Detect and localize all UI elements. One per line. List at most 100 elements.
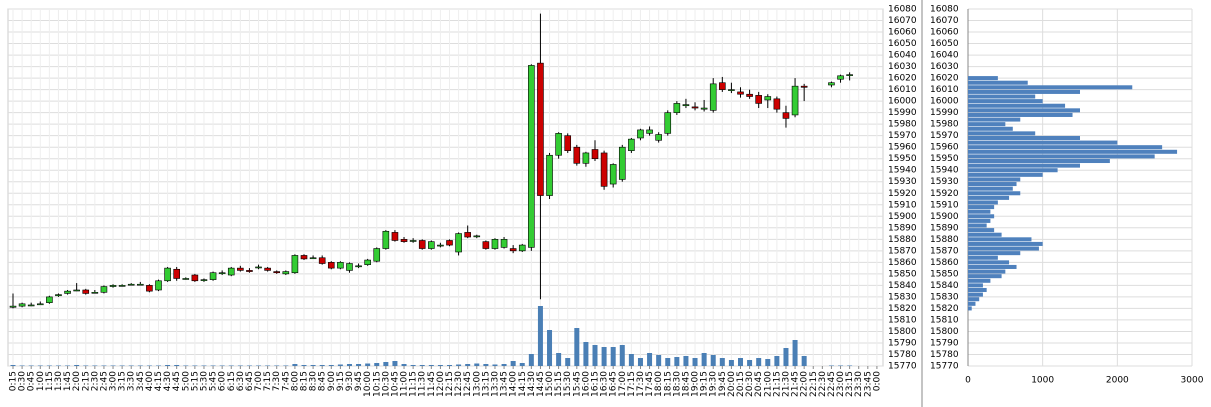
candle-up (646, 129, 653, 134)
profile-bar (968, 172, 1043, 177)
y-tick-label: 15950 (930, 154, 959, 164)
candle-up (337, 262, 344, 269)
candle-up (618, 146, 626, 180)
candle-up (36, 303, 44, 306)
volume-bar (401, 364, 407, 366)
profile-bar (968, 186, 1013, 191)
x-tick-label: 3:00 (109, 371, 119, 391)
volume-bar (647, 353, 653, 366)
candle-up (518, 244, 526, 252)
candle-down (400, 239, 408, 242)
volume-bar (201, 365, 207, 366)
candle-up (218, 272, 226, 275)
x-tick-label: 12:15 (445, 371, 455, 397)
x-tick-label: 15:15 (554, 371, 564, 397)
volume-bar (356, 364, 362, 366)
candle-up (664, 112, 672, 134)
profile-bar (968, 246, 1039, 251)
volume-bar (783, 348, 789, 366)
candle-up (628, 138, 635, 151)
x-tick-label: 12:00 (436, 371, 446, 397)
candle-up (118, 285, 126, 287)
y-tick-label: 15880 (888, 235, 917, 245)
candle-up (164, 267, 171, 282)
y-tick-label: 15820 (888, 304, 917, 314)
x-tick-label: 17:00 (618, 371, 628, 397)
y-tick-label: 16020 (888, 74, 917, 84)
candle-down (591, 149, 599, 160)
x-tick-label: 0:00 (872, 371, 882, 391)
candle-down (573, 146, 581, 164)
x-tick-label: 19:00 (691, 371, 701, 397)
candle-up (309, 257, 317, 260)
y-tick-label: 15910 (930, 200, 959, 210)
volume-bar (519, 363, 525, 366)
volume-bar (346, 364, 352, 366)
volume-bar (801, 356, 807, 366)
y-tick-label: 15940 (930, 166, 959, 176)
volume-bar (847, 365, 853, 366)
volume-bar (792, 340, 798, 366)
profile-bar (968, 145, 1163, 150)
candle-down (191, 274, 199, 282)
x-tick-label: 14:00 (509, 371, 519, 397)
y-tick-label: 15930 (888, 177, 917, 187)
x-tick-label: 22:15 (809, 371, 819, 397)
profile-bar (968, 195, 1010, 200)
y-tick-label: 16070 (930, 16, 959, 26)
profile-bar (968, 292, 983, 297)
x-tick-label: 2:15 (81, 371, 91, 391)
volume-bar (437, 365, 443, 366)
y-tick-label: 15950 (888, 154, 917, 164)
x-tick-label: 4:00 (145, 371, 155, 391)
x-tick-label: 8:00 (290, 371, 300, 391)
candle-up (473, 235, 481, 238)
y-tick-label: 15900 (888, 212, 917, 222)
y-tick-label: 16080 (930, 5, 959, 15)
candle-up (346, 263, 353, 271)
x-tick-label: 3:15 (118, 371, 128, 391)
candle-up (437, 244, 444, 247)
x-tick-label: 13:15 (481, 371, 491, 397)
candle-up (55, 294, 62, 297)
y-tick-label: 15850 (930, 269, 959, 279)
volume-bar (128, 365, 134, 366)
candle-up (182, 278, 190, 280)
volume-bar (210, 365, 216, 366)
volume-bar (256, 365, 262, 366)
profile-bar (968, 287, 987, 293)
x-tick-label: 21:15 (772, 371, 782, 397)
y-tick-label: 15820 (930, 304, 959, 314)
volume-bar (701, 353, 707, 366)
y-tick-label: 15830 (930, 292, 959, 302)
candle-up (409, 240, 417, 242)
y-tick-label: 15850 (888, 269, 917, 279)
profile-bar (968, 122, 1006, 127)
candle-up (555, 133, 562, 156)
candle-down (327, 262, 335, 269)
candle-up (837, 75, 844, 80)
y-tick-label: 15930 (930, 177, 959, 187)
y-tick-label: 15890 (888, 223, 917, 233)
x-tick-label: 14:30 (527, 371, 537, 397)
volume-bar (292, 364, 298, 366)
y-tick-label: 15880 (930, 235, 959, 245)
profile-bar (968, 218, 991, 223)
x-tick-label: 18:15 (663, 371, 673, 397)
x-tick-label: 20:45 (754, 371, 764, 397)
y-tick-label: 15800 (930, 327, 959, 337)
volume-bar (137, 365, 143, 366)
x-tick-label: 8:15 (300, 371, 310, 391)
x-tick-label: 13:30 (490, 371, 500, 397)
volume-bar (310, 365, 316, 366)
profile-bar (968, 301, 976, 306)
volume-bar (656, 355, 662, 366)
candle-down (300, 255, 308, 260)
y-tick-label: 15840 (888, 281, 917, 291)
profile-bar (968, 283, 983, 288)
y-tick-label: 16050 (930, 39, 959, 49)
x-tick-label: 2:45 (99, 371, 109, 391)
x-tick-label: 1:30 (54, 371, 64, 391)
x-tick-label: 0 (965, 376, 971, 386)
profile-bar (968, 269, 1006, 274)
